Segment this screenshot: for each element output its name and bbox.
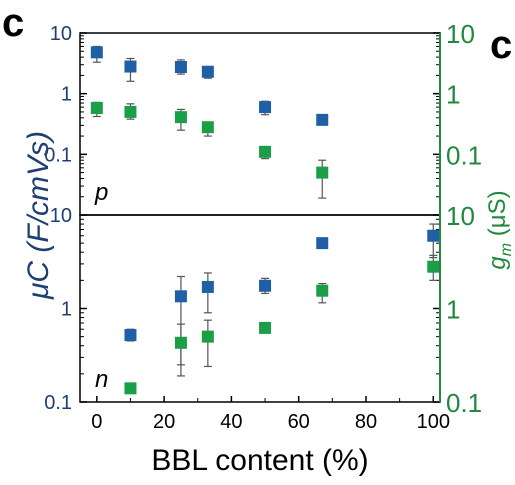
data-marker — [124, 60, 137, 73]
data-marker — [201, 280, 214, 293]
data-marker — [259, 279, 272, 292]
data-point — [201, 319, 214, 368]
data-marker — [201, 65, 214, 78]
data-marker — [427, 229, 440, 242]
data-point — [201, 65, 214, 79]
y-left-label: μC (F/cmVs) — [22, 131, 55, 300]
data-point — [201, 121, 214, 137]
x-tick-label: 100 — [417, 411, 450, 433]
data-marker — [316, 166, 329, 179]
right-tick-label: 10 — [446, 201, 475, 231]
data-marker — [259, 321, 272, 334]
data-marker — [124, 382, 137, 395]
data-point — [124, 328, 137, 342]
data-marker — [174, 61, 187, 74]
right-tick-label: 10 — [446, 19, 475, 49]
data-marker — [316, 284, 329, 297]
data-marker — [259, 101, 272, 114]
y-right-label-unit: (μS) — [484, 190, 511, 243]
data-point — [90, 45, 103, 63]
right-edge-glyph: c — [490, 23, 512, 67]
left-tick-label: 10 — [50, 23, 72, 45]
data-point — [316, 237, 329, 250]
panel-letter: c — [2, 1, 24, 45]
data-point — [124, 103, 137, 120]
x-tick-label: 80 — [355, 411, 377, 433]
data-marker — [201, 121, 214, 134]
right-tick-label: 1 — [446, 80, 460, 110]
data-point — [174, 59, 187, 75]
panel-label: p — [94, 179, 108, 206]
data-point — [259, 277, 272, 295]
data-point — [316, 159, 329, 199]
data-point — [174, 108, 187, 131]
data-marker — [427, 260, 440, 273]
right-tick-label: 0.1 — [446, 140, 482, 170]
data-marker — [174, 290, 187, 303]
y-right-label-symbol: g — [484, 256, 511, 270]
x-tick-label: 0 — [91, 411, 102, 433]
data-point — [259, 321, 272, 334]
y-right-label: gm (μS) — [484, 190, 515, 269]
data-marker — [90, 46, 103, 59]
data-point — [259, 100, 272, 116]
left-tick-label: 0.1 — [44, 144, 72, 166]
data-point — [259, 145, 272, 160]
data-point — [427, 254, 440, 281]
data-marker — [259, 145, 272, 158]
data-point — [174, 323, 187, 366]
data-point — [124, 57, 137, 82]
data-marker — [90, 102, 103, 115]
right-tick-label: 1 — [446, 295, 460, 325]
panel-frame — [79, 32, 441, 216]
x-tick-label: 20 — [153, 411, 175, 433]
left-tick-label: 0.1 — [44, 392, 72, 414]
right-tick-label: 0.1 — [446, 388, 482, 418]
panel-frame — [79, 214, 441, 403]
data-marker — [124, 329, 137, 342]
data-marker — [201, 330, 214, 343]
data-marker — [174, 111, 187, 124]
x-axis-label: BBL content (%) — [151, 444, 368, 477]
data-marker — [316, 113, 329, 126]
data-marker — [174, 336, 187, 349]
x-tick-label: 60 — [288, 411, 310, 433]
data-point — [316, 282, 329, 304]
left-tick-label: 1 — [61, 299, 72, 321]
data-marker — [124, 105, 137, 118]
y-right-label-subscript: m — [498, 243, 515, 256]
x-tick-label: 40 — [220, 411, 242, 433]
panel-label: n — [95, 366, 108, 393]
data-point — [316, 113, 329, 126]
data-marker — [316, 237, 329, 250]
data-point — [427, 223, 440, 259]
data-point — [124, 382, 137, 395]
left-tick-label: 10 — [50, 205, 72, 227]
data-point — [201, 272, 214, 314]
plot-layer: 10 1 0.1 10 1 0.1 p 10 1 0.1 10 1 0.1 n 0 20 40 60 80 100 — [44, 19, 482, 433]
data-point — [90, 101, 103, 118]
left-tick-label: 1 — [61, 84, 72, 106]
